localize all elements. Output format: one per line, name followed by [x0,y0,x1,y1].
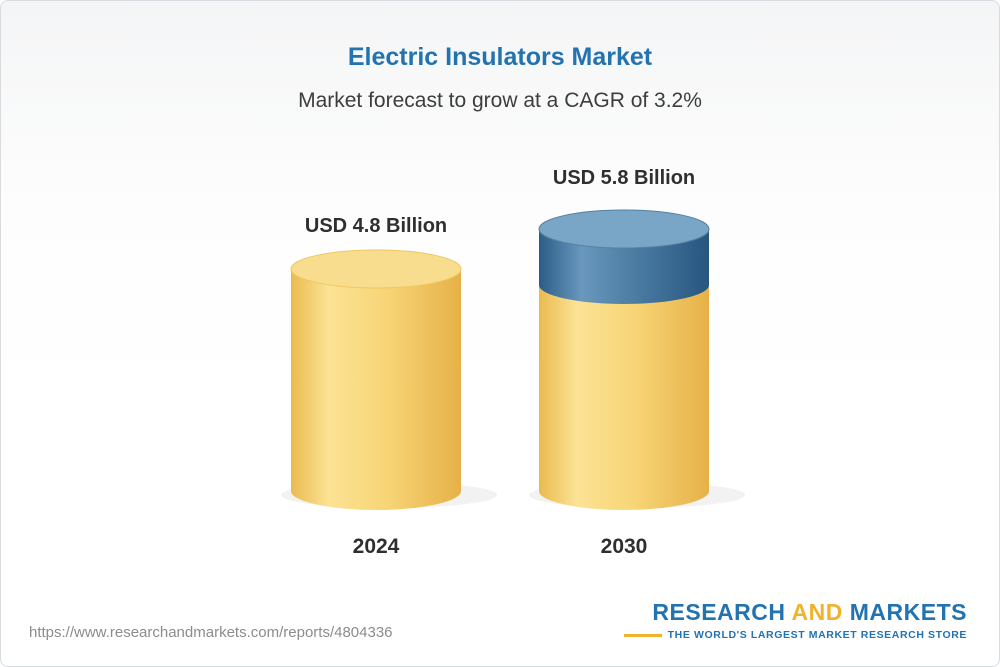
category-label-2030: 2030 [600,535,648,558]
logo-tagline-row: THE WORLD'S LARGEST MARKET RESEARCH STOR… [623,629,967,641]
logo-word-markets: MARKETS [849,599,967,625]
value-label-2024: USD 4.8 Billion [304,215,448,237]
bar-2024 [290,249,462,510]
logo-tagline: THE WORLD'S LARGEST MARKET RESEARCH STOR… [667,629,967,641]
cylinder-2030-top [538,209,710,249]
logo-wordmark: RESEARCH AND MARKETS [624,599,967,626]
tagline-accent-bar [623,633,662,637]
category-label-2024: 2024 [352,535,400,558]
bar-2030 [538,209,710,510]
logo-word-research: RESEARCH [652,599,786,625]
cylinder-2024-top [290,249,462,289]
research-and-markets-logo: RESEARCH AND MARKETS THE WORLD'S LARGEST… [623,599,967,641]
report-url: https://www.researchandmarkets.com/repor… [29,624,393,641]
chart-subtitle: Market forecast to grow at a CAGR of 3.2… [298,89,702,112]
value-label-2030: USD 5.8 Billion [552,167,696,189]
cylinder-2030-base-body [539,276,709,510]
cylinder-2030-growth-body [539,229,709,304]
chart-title: Electric Insulators Market [347,43,653,71]
cylinder-2024-body [291,269,461,510]
logo-word-and: AND [791,599,843,625]
